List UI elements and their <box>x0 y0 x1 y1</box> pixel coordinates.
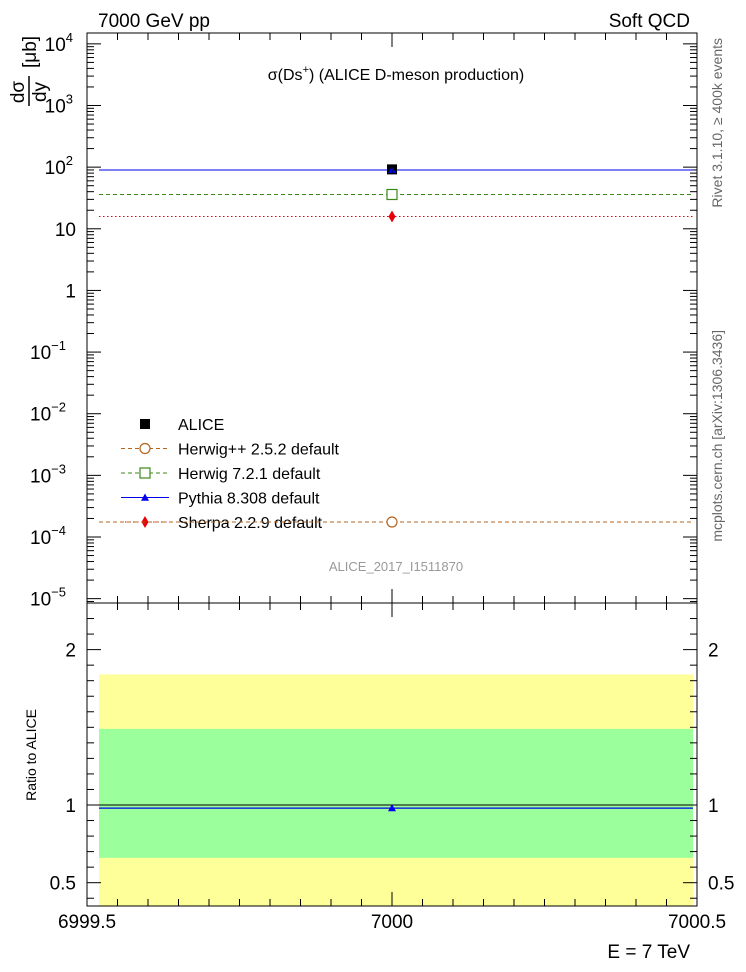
legend-label-1: Herwig++ 2.5.2 default <box>178 442 340 459</box>
ylabel-num: dσ <box>8 81 29 104</box>
ratio-ylabel: Ratio to ALICE <box>23 709 39 801</box>
series-marker-4 <box>388 210 396 223</box>
y-tick-label: 102 <box>45 153 73 179</box>
x-tick-label: 7000 <box>371 912 413 933</box>
ratio-pythia-marker <box>388 804 396 812</box>
analysis-watermark: ALICE_2017_I1511870 <box>329 559 463 574</box>
x-axis-label: E = 7 TeV <box>607 942 690 963</box>
ylabel-unit: [μb] <box>20 36 41 68</box>
ratio-frame <box>86 602 698 907</box>
ratio-tick-label: 0.5 <box>50 874 76 895</box>
legend-marker-3 <box>141 493 149 501</box>
legend: ALICE Herwig++ 2.5.2 default Herwig 7.2.1 … <box>121 417 340 532</box>
y-tick-label: 10−4 <box>30 523 66 549</box>
ratio-tick-label-right: 2 <box>708 641 719 662</box>
uncertainty-band-inner <box>99 728 693 858</box>
legend-marker-2 <box>139 467 151 479</box>
x-tick-labels: 6999.5 7000 7000.5 <box>58 912 726 933</box>
y-tick-label: 10−5 <box>30 585 66 611</box>
y-tick-label: 10 <box>55 220 76 241</box>
x-tick-label: 6999.5 <box>58 912 116 933</box>
y-axis-label: dσ dy [μb] <box>8 36 51 106</box>
y-tick-label: 10−3 <box>30 461 66 487</box>
legend-label-2: Herwig 7.2.1 default <box>178 466 321 483</box>
series-marker-2 <box>386 188 398 201</box>
ratio-panel: 0.5 0.5 1 1 2 2 <box>50 602 734 907</box>
y-tick-label: 10−1 <box>30 338 66 364</box>
title-suffix: ) (ALICE D-meson production) <box>309 67 524 84</box>
legend-marker-0 <box>140 419 150 429</box>
legend-marker-1 <box>139 442 151 455</box>
legend-label-3: Pythia 8.308 default <box>178 491 320 508</box>
legend-label-0: ALICE <box>178 417 224 434</box>
ratio-tick-label: 1 <box>65 796 76 817</box>
title-sup: + <box>303 64 309 76</box>
series-marker-1 <box>386 516 398 528</box>
x-tick-label: 7000.5 <box>668 912 726 933</box>
legend-label-4: Sherpa 2.2.9 default <box>178 515 323 532</box>
y-tick-label: 104 <box>45 30 73 56</box>
header-right: Soft QCD <box>609 11 690 32</box>
header-left: 7000 GeV pp <box>98 11 210 32</box>
y-tick-label: 10−2 <box>30 400 66 426</box>
ratio-tick-label-right: 0.5 <box>708 874 734 895</box>
y-tick-label: 103 <box>45 91 73 117</box>
chart-title: σ(Ds+) (ALICE D-meson production) <box>268 64 524 84</box>
side-label-mcplots: mcplots.cern.ch [arXiv:1306.3436] <box>709 330 725 542</box>
title-prefix: σ(Ds <box>268 67 303 84</box>
ratio-tick-label-right: 1 <box>708 796 719 817</box>
side-label-rivet: Rivet 3.1.10, ≥ 400k events <box>709 38 725 208</box>
y-tick-label: 1 <box>65 281 76 302</box>
ylabel-den: dy <box>30 81 51 102</box>
series-layer <box>99 164 693 812</box>
ratio-tick-label: 2 <box>65 641 76 662</box>
